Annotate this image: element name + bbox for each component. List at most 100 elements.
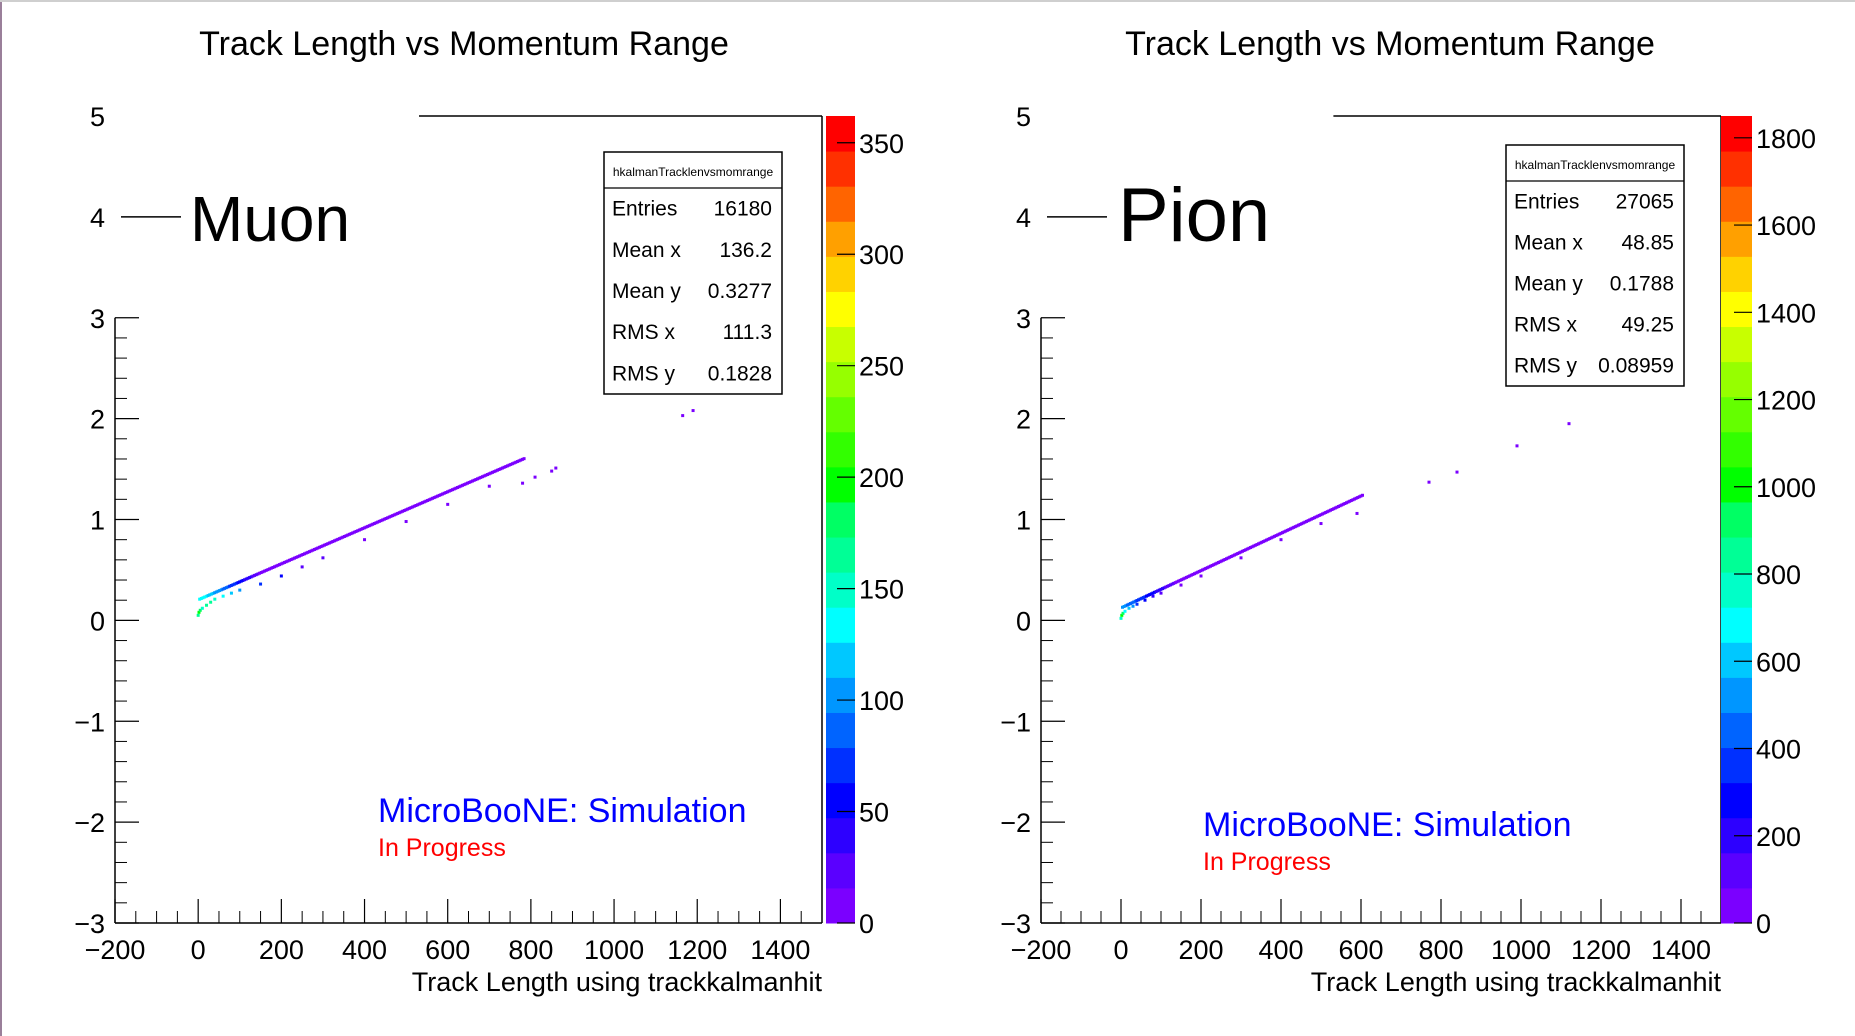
data-cell <box>224 586 228 590</box>
data-cell <box>462 483 466 487</box>
data-cell <box>447 489 451 493</box>
data-cell <box>469 480 473 484</box>
data-cell <box>241 578 245 582</box>
data-cell <box>1132 600 1136 604</box>
data-cell <box>351 531 355 535</box>
data-cell <box>299 553 303 557</box>
data-cell <box>1153 590 1156 594</box>
z-tick-label: 150 <box>859 575 904 605</box>
palette-cell <box>1721 782 1752 819</box>
palette-cell <box>1721 887 1752 924</box>
data-cell <box>319 545 323 549</box>
data-cell <box>1271 535 1275 539</box>
stats-box <box>1505 144 1685 387</box>
data-cell <box>452 487 456 491</box>
x-axis-label: Track Length using trackkalmanhit <box>412 967 823 997</box>
data-cell <box>1207 565 1211 569</box>
data-cell <box>1290 526 1294 530</box>
data-cell <box>278 563 282 567</box>
palette-cell <box>1721 431 1752 468</box>
data-cell <box>1213 562 1217 566</box>
data-cell <box>1314 515 1318 519</box>
data-cell <box>397 511 401 515</box>
data-point <box>533 475 537 479</box>
data-cell <box>1159 587 1163 591</box>
data-cell <box>1201 568 1204 572</box>
x-tick-label: 800 <box>1418 935 1463 965</box>
data-cell <box>254 573 258 577</box>
data-cell <box>1133 599 1137 603</box>
data-cell <box>1332 507 1336 511</box>
data-cell <box>1258 541 1262 545</box>
data-cell <box>354 529 358 533</box>
palette-cell <box>826 221 855 257</box>
data-cell <box>436 494 440 498</box>
data-cell <box>1225 557 1228 561</box>
data-cell <box>1333 506 1337 510</box>
y-tick-label: 0 <box>1016 606 1031 636</box>
data-cell <box>384 516 388 520</box>
data-cell <box>387 515 391 519</box>
window-top-edge <box>0 0 1855 2</box>
data-cell <box>1343 502 1347 506</box>
data-point <box>1239 556 1243 560</box>
data-cell <box>233 582 237 586</box>
data-cell <box>1130 601 1134 605</box>
data-cell <box>317 545 321 549</box>
data-cell <box>1298 522 1302 526</box>
data-cell <box>1146 593 1150 597</box>
palette-cell <box>826 852 855 889</box>
palette-cell <box>1721 326 1752 363</box>
data-cell <box>1215 561 1219 565</box>
data-cell <box>1282 530 1286 534</box>
stats-value: 0.1828 <box>708 362 772 385</box>
data-cell <box>238 580 242 584</box>
data-cell <box>347 532 351 536</box>
y-tick-label: −3 <box>1000 909 1031 939</box>
data-cell <box>1234 552 1238 556</box>
data-point <box>1131 604 1135 608</box>
palette-cell <box>826 431 855 468</box>
data-point <box>204 603 208 607</box>
data-cell <box>409 506 413 510</box>
data-cell <box>1242 549 1246 553</box>
data-point <box>279 574 283 578</box>
data-cell <box>1185 575 1188 579</box>
z-tick-label: 400 <box>1756 735 1801 765</box>
data-cell <box>520 457 524 461</box>
data-cell <box>485 473 489 477</box>
data-cell <box>426 498 430 502</box>
x-tick-label: −200 <box>1011 935 1072 965</box>
z-tick-label: 300 <box>859 240 904 270</box>
data-cell <box>427 498 431 502</box>
data-cell <box>284 560 288 564</box>
data-cell <box>479 475 483 479</box>
data-point <box>198 608 202 612</box>
data-cell <box>1261 540 1265 544</box>
y-tick-label: 4 <box>90 203 105 233</box>
data-cell <box>406 507 410 511</box>
data-point <box>1427 480 1431 484</box>
data-cell <box>208 593 212 597</box>
data-point <box>209 600 213 604</box>
data-point <box>259 582 263 586</box>
data-cell <box>389 514 393 518</box>
z-tick-label: 100 <box>859 686 904 716</box>
data-cell <box>1353 497 1356 501</box>
data-cell <box>1281 531 1284 535</box>
data-cell <box>1164 585 1168 589</box>
data-cell <box>1316 514 1320 518</box>
data-point <box>404 520 408 524</box>
data-cell <box>239 579 243 583</box>
palette-cell <box>1721 747 1752 784</box>
stats-value: 48.85 <box>1621 232 1674 255</box>
x-tick-label: 400 <box>1258 935 1303 965</box>
data-cell <box>253 573 257 577</box>
stats-label: Entries <box>1514 191 1579 214</box>
data-cell <box>412 504 416 508</box>
z-tick-label: 1000 <box>1756 473 1816 503</box>
data-cell <box>1191 572 1195 576</box>
data-cell <box>219 588 223 592</box>
data-cell <box>484 473 488 477</box>
stats-label: RMS y <box>612 362 676 385</box>
